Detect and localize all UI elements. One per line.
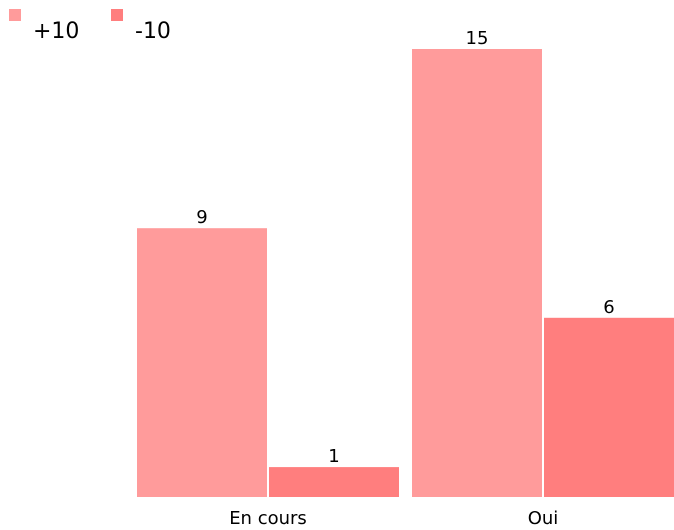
bar-plus10-1 — [412, 49, 542, 497]
bar-value-label: 9 — [196, 207, 207, 228]
bar-minus10-1 — [544, 317, 674, 497]
legend-swatch — [111, 9, 123, 21]
category-label: Oui — [528, 508, 559, 529]
bar-value-label: 15 — [466, 28, 489, 49]
legend-label: +10 — [33, 19, 79, 44]
legend-label: -10 — [135, 19, 171, 44]
chart-value-labels: 9 1 15 6 — [196, 28, 614, 467]
bar-minus10-0 — [269, 467, 399, 497]
bar-value-label: 1 — [328, 446, 339, 467]
bar-plus10-0 — [137, 228, 267, 497]
legend-swatch — [9, 9, 21, 21]
chart-category-labels: En cours Oui — [229, 508, 558, 529]
category-label: En cours — [229, 508, 307, 529]
bar-value-label: 6 — [603, 297, 614, 318]
chart-legend: +10 -10 — [9, 9, 171, 44]
chart-bars — [137, 49, 674, 497]
